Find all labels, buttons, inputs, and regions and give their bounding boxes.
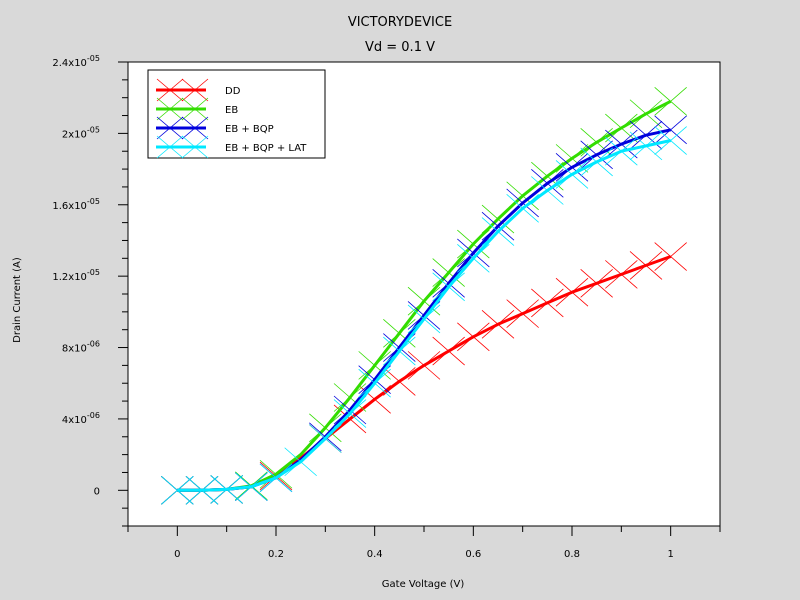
- series-eb-bqp-lat-marker: [457, 244, 490, 273]
- series-eb-bqp-lat-marker: [407, 304, 441, 334]
- series-eb-bqp-marker: [580, 140, 613, 170]
- series-eb-bqp-marker: [605, 129, 638, 159]
- series-eb-bqp-lat: [161, 126, 687, 505]
- series-eb-marker: [407, 286, 441, 316]
- legend-marker-eb: [156, 97, 184, 121]
- series-eb-marker: [506, 181, 539, 211]
- y-tick-label: 2x10-05: [62, 125, 100, 140]
- series-eb-marker: [309, 413, 342, 443]
- legend-marker-eb-bqp: [181, 116, 209, 140]
- series-eb-marker: [333, 383, 367, 412]
- series-eb-marker: [531, 161, 564, 191]
- series-eb-marker: [259, 459, 293, 489]
- legend-box: [147, 69, 326, 159]
- series-eb-bqp-lat-marker: [555, 160, 589, 189]
- series-eb-bqp-marker: [654, 115, 687, 145]
- legend-marker-dd: [181, 78, 209, 102]
- series-dd-marker: [580, 268, 613, 298]
- legend-marker-eb-bqp-lat: [156, 135, 184, 159]
- legend: DD EB EB + BQP EB + BQP + LAT: [147, 69, 326, 159]
- series-eb-marker: [605, 113, 638, 143]
- series-eb-bqp-lat-marker: [432, 272, 465, 302]
- series-eb-bqp-lat-marker: [531, 176, 564, 205]
- legend-marker-eb: [181, 97, 209, 121]
- series-eb-bqp-marker: [555, 152, 589, 182]
- series-eb-marker: [383, 318, 416, 348]
- series-eb-bqp-lat-marker: [629, 131, 663, 161]
- series-eb-marker: [654, 86, 687, 116]
- series-eb-marker: [481, 204, 515, 234]
- series-eb-bqp-lat-marker: [210, 475, 243, 504]
- series-dd-marker: [605, 260, 638, 289]
- series-dd-marker: [407, 351, 441, 380]
- legend-label-dd: DD: [225, 86, 241, 97]
- x-axis-label: Gate Voltage (V): [382, 579, 465, 590]
- x-tick-label: 0: [174, 549, 180, 560]
- y-axis: 0 4x10-06 8x10-06 1.2x10-05 1.6x10-05 2x10-05…: [52, 54, 128, 527]
- series-dd-marker: [358, 384, 391, 414]
- series-eb-bqp-lat-marker: [235, 472, 268, 502]
- series-dd-marker: [531, 288, 564, 318]
- series-dd-marker: [555, 277, 589, 307]
- series-eb-bqp-lat-marker: [481, 217, 515, 246]
- x-axis: 0 0.2 0.4 0.6 0.8 1: [127, 526, 721, 560]
- series-eb-bqp-lat-marker: [309, 424, 342, 453]
- series-eb-bqp-marker: [481, 211, 515, 241]
- legend-marker-eb-bqp: [156, 116, 184, 140]
- series-eb-marker: [432, 258, 465, 287]
- chart-subtitle: Vd = 0.1 V: [365, 40, 435, 55]
- series-eb-marker: [457, 229, 490, 259]
- series-eb-bqp-marker: [531, 169, 564, 198]
- x-tick-label: 0.8: [564, 549, 580, 560]
- series-eb-bqp-lat-marker: [580, 147, 613, 177]
- series-eb-bqp-lat-marker: [654, 126, 687, 155]
- y-tick-label: 1.6x10-05: [52, 197, 100, 212]
- series-eb-bqp-lat-marker: [333, 399, 367, 428]
- legend-marker-eb-bqp-lat: [181, 135, 209, 159]
- series-eb-bqp-lat-marker: [506, 194, 539, 223]
- series-layer: [161, 86, 687, 505]
- series-dd-marker: [481, 310, 515, 339]
- series-eb-marker: [580, 128, 613, 157]
- chart-title: VICTORYDEVICE: [348, 15, 452, 30]
- series-eb-bqp-lat-marker: [185, 476, 219, 505]
- series-eb-marker: [555, 144, 589, 173]
- y-tick-label: 4x10-06: [62, 411, 100, 426]
- series-eb-bqp-lat-marker: [358, 368, 391, 398]
- series-eb-marker: [358, 351, 391, 380]
- series-eb-marker: [629, 99, 663, 129]
- series-dd-marker: [654, 242, 687, 271]
- y-tick-label: 8x10-06: [62, 340, 100, 355]
- legend-label-eb: EB: [225, 105, 238, 116]
- series-dd-marker: [383, 367, 416, 396]
- series-eb-bqp-lat-marker: [161, 476, 194, 505]
- legend-label-eb-bqp: EB + BQP: [225, 124, 274, 135]
- series-dd-marker: [629, 251, 663, 280]
- series-dd-marker: [432, 336, 465, 366]
- series-eb-bqp-marker: [506, 188, 539, 218]
- series-eb-bqp-lat-marker: [605, 136, 638, 166]
- series-dd-marker: [506, 299, 539, 328]
- x-tick-label: 0.4: [367, 549, 383, 560]
- y-tick-label: 1.2x10-05: [52, 268, 100, 283]
- legend-marker-dd: [156, 78, 184, 102]
- series-eb-bqp-marker: [629, 120, 663, 150]
- series-dd-marker: [457, 322, 490, 352]
- series-eb-bqp-lat-marker: [259, 463, 293, 493]
- series-dd-marker: [333, 404, 367, 434]
- x-tick-label: 0.6: [465, 549, 481, 560]
- series-eb-bqp-lat-marker: [284, 447, 317, 477]
- x-tick-label: 1: [667, 549, 673, 560]
- series-eb-bqp-lat-marker: [383, 336, 416, 366]
- y-axis-label: Drain Current (A): [12, 257, 23, 343]
- y-tick-label: 0: [94, 486, 100, 497]
- legend-label-eb-bqp-lat: EB + BQP + LAT: [225, 143, 307, 154]
- x-tick-label: 0.2: [268, 549, 284, 560]
- y-tick-label: 2.4x10-05: [52, 54, 100, 69]
